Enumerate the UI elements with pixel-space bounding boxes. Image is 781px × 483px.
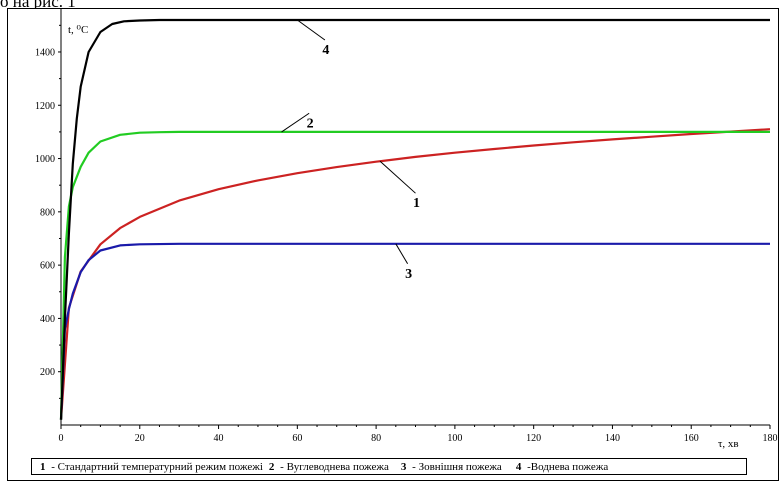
legend-text-3: Зовнішня пожежа [418,460,502,473]
legend-text-1: Стандартний температурний режим пожежі [57,460,263,473]
legend-num-3: 3 [400,460,407,473]
x-tick-label: 100 [447,433,462,444]
series-line-1 [59,128,771,420]
legend-num-4: 4 [515,460,522,473]
x-tick-label: 80 [371,433,381,444]
x-tick-label: 160 [684,433,699,444]
x-tick-label: 20 [135,433,145,444]
series-line-3 [59,242,770,420]
x-tick-label: 40 [214,433,224,444]
curve-label-leader-4 [297,19,326,41]
legend-item-2: 2 - Вуглеводнева пожежа [263,461,389,473]
y-tick-label: 400 [40,314,55,325]
legend-sep-1: - [48,460,58,473]
chart-legend: 1 - Стандартний температурний режим поже… [31,458,747,475]
curve-label-leader-3 [395,243,409,265]
curve-label-4: 4 [322,43,329,58]
y-axis-title: t, ⁰C [68,24,88,36]
curve-label-2: 2 [307,116,314,131]
legend-sep-2: - [277,460,287,473]
series-line-2 [59,130,770,420]
legend-text-4: Воднева пожежа [530,460,609,473]
x-tick-label: 140 [605,433,620,444]
curve-label-3: 3 [405,267,412,282]
y-tick-label: 600 [40,261,55,272]
preceding-text-fragment: о на рис. 1 [0,0,76,11]
legend-text-2: Вуглеводнева пожежа [286,460,389,473]
series-line-4 [59,18,770,420]
y-tick-label: 200 [40,367,55,378]
legend-item-1: 1 - Стандартний температурний режим поже… [32,461,263,473]
y-tick-label: 800 [40,207,55,218]
curve-label-leader-2 [281,112,310,133]
y-tick-label: 1200 [35,101,55,112]
legend-item-3: 3 - Зовнішня пожежа [389,461,502,473]
curve-labels-layer: 1 2 3 4 [281,19,420,282]
x-tick-label: 180 [763,433,778,444]
y-tick-label: 1400 [35,47,55,58]
legend-sep-4: - [524,460,531,473]
x-tick-label: 0 [59,433,64,444]
curve-label-leader-1 [379,160,416,194]
x-tick-label: 60 [292,433,302,444]
legend-sep-3: - [409,460,419,473]
curve-label-1: 1 [413,196,420,211]
chart-axes: 200 400 600 800 1000 1200 1400 0 20 40 60 80 100 120 1… [35,8,778,444]
legend-item-4: 4 -Воднева пожежа [502,461,608,473]
x-axis-title: τ, хв [718,438,739,450]
y-tick-label: 1000 [35,154,55,165]
legend-num-1: 1 [40,460,46,473]
series-layer [59,18,771,420]
legend-num-2: 2 [268,460,275,473]
x-tick-label: 120 [526,433,541,444]
